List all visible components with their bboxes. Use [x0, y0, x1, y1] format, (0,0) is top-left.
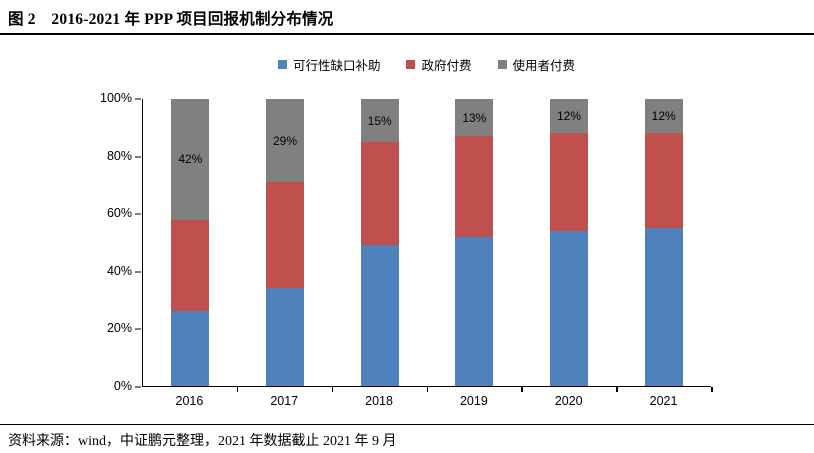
bar-slot: 12% — [522, 99, 617, 386]
bar-segment — [644, 133, 683, 229]
legend-label: 政府付费 — [421, 58, 472, 73]
x-axis-category-label: 2018 — [365, 394, 393, 408]
bar-segment: 42% — [171, 99, 210, 220]
bar-slot: 12% — [616, 99, 711, 386]
x-axis-tick-mark — [711, 387, 713, 392]
x-axis-tick-mark — [426, 387, 428, 392]
bar-segment — [171, 311, 210, 386]
bar-segment — [266, 182, 304, 289]
data-label: 13% — [462, 110, 487, 125]
y-axis-tick-mark — [135, 213, 141, 216]
footer-divider-line — [0, 424, 814, 425]
y-axis-tick-label: 60% — [106, 206, 132, 221]
y-axis-tick-mark — [135, 98, 141, 100]
data-label: 12% — [557, 109, 582, 124]
x-axis-category-label: 2017 — [270, 394, 299, 408]
legend-label: 使用者付费 — [512, 58, 576, 73]
bar-slot: 29% — [238, 99, 333, 386]
x-axis-tick-mark — [331, 387, 334, 392]
source-note: 资料来源：wind，中证鹏元整理，2021 年数据截止 2021 年 9 月 — [8, 434, 397, 449]
x-axis-tick-mark — [616, 387, 618, 392]
y-axis-tick-label: 80% — [106, 148, 132, 163]
chart-legend: 可行性缺口补助 政府付费 使用者付费 — [142, 55, 711, 73]
y-axis-tick-mark — [135, 270, 141, 273]
bar-segment — [550, 231, 589, 386]
stacked-bar-2020: 12% — [550, 99, 589, 386]
legend-item: 可行性缺口补助 — [277, 55, 381, 74]
data-label: 15% — [367, 113, 392, 128]
y-axis-tick-mark — [135, 328, 141, 331]
chart-title: 图 2 2016-2021 年 PPP 项目回报机制分布情况 — [8, 11, 334, 28]
legend-label: 可行性缺口补助 — [292, 58, 381, 73]
bar-slot: 42% — [143, 99, 238, 386]
bar-segment: 12% — [644, 99, 683, 134]
bar-segment — [171, 219, 210, 312]
bar-segment — [455, 236, 494, 386]
legend-swatch-icon — [277, 59, 287, 69]
bar-segment — [360, 142, 399, 246]
bar-segment — [644, 228, 683, 386]
stacked-bar-2017: 29% — [266, 99, 304, 386]
stacked-bar-2021: 12% — [644, 99, 683, 386]
title-divider-line — [0, 33, 814, 35]
legend-swatch-icon — [406, 59, 416, 69]
legend-item: 政府付费 — [406, 55, 472, 74]
bar-slot: 13% — [427, 99, 522, 386]
stacked-bar-2018: 15% — [360, 99, 399, 386]
y-axis-tick-label: 0% — [113, 379, 132, 393]
data-label: 12% — [651, 109, 676, 124]
bar-slot: 15% — [332, 99, 427, 386]
bar-slots: 42% 29% 15% 13% 12% 12% — [143, 99, 711, 386]
x-axis-category-label: 2020 — [554, 394, 583, 408]
bar-segment — [550, 133, 589, 232]
x-axis-category-label: 2019 — [459, 394, 488, 408]
y-axis-tick-mark — [135, 386, 141, 388]
y-axis-tick-label: 100% — [100, 91, 132, 105]
bar-segment — [360, 245, 399, 386]
legend-item: 使用者付费 — [497, 55, 576, 74]
bar-segment: 15% — [360, 99, 399, 143]
y-axis-tick-label: 40% — [106, 263, 132, 278]
x-axis-tick-mark — [521, 387, 523, 392]
x-axis-labels: 2016 2017 2018 2019 2020 2021 — [142, 394, 711, 408]
stacked-bar-2016: 42% — [171, 99, 210, 386]
bar-segment — [455, 136, 494, 237]
x-axis-tick-mark — [236, 387, 239, 392]
y-axis-tick-mark — [135, 155, 141, 158]
x-axis-category-label: 2021 — [649, 394, 678, 408]
bar-segment: 12% — [550, 99, 589, 134]
y-axis-tick-label: 20% — [106, 321, 132, 336]
data-label: 29% — [272, 133, 298, 148]
plot-area: 42% 29% 15% 13% 12% 12% — [142, 99, 713, 392]
bar-segment — [266, 288, 304, 386]
data-label: 42% — [178, 152, 203, 167]
bar-segment: 29% — [266, 99, 304, 183]
legend-swatch-icon — [497, 59, 507, 69]
x-axis-category-label: 2016 — [175, 394, 204, 408]
stacked-bar-2019: 13% — [455, 99, 494, 386]
bar-segment: 13% — [455, 99, 494, 137]
